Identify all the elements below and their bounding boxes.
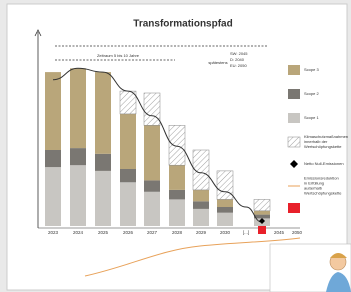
annotation: Zeitraum 5 bis 10 Jahre (97, 53, 140, 58)
bar-segment (144, 93, 160, 125)
bar-segment (120, 182, 136, 226)
bar-segment (217, 207, 233, 213)
bar-segment (120, 91, 136, 114)
bar-segment (95, 171, 111, 226)
bar-segment (45, 150, 61, 167)
bar-segment (120, 114, 136, 169)
bar-segment (70, 148, 86, 165)
x-tick-label: 2050 (292, 230, 303, 235)
annotation: spätestens (208, 60, 227, 65)
legend-label: Scope 1 (304, 115, 319, 120)
bar-segment (217, 171, 233, 200)
target-marker (258, 226, 266, 234)
bar-segment (70, 68, 86, 148)
bar-segment (193, 190, 209, 201)
bar-segment (193, 201, 209, 209)
legend-swatch (288, 137, 300, 147)
x-tick-label: 2025 (98, 230, 109, 235)
legend-label: Scope 2 (304, 91, 319, 96)
bar-segment (254, 211, 270, 215)
bar-segment (45, 167, 61, 226)
x-tick-label: 2045 (274, 230, 285, 235)
annotation: EU: 2050 (230, 63, 247, 68)
legend-swatch (288, 113, 300, 123)
annotation: D: 2040 (230, 57, 245, 62)
x-tick-label: 2024 (73, 230, 84, 235)
legend-swatch (288, 89, 300, 99)
bar-segment (193, 209, 209, 226)
bar-segment (70, 165, 86, 226)
bar-segment (45, 72, 61, 150)
bar-segment (169, 125, 185, 165)
bar-segment (144, 125, 160, 180)
bar-segment (144, 180, 160, 191)
x-tick-label: 2026 (123, 230, 134, 235)
legend-label: Scope 3 (304, 67, 319, 72)
legend-label: Netto Null-Emissionen (304, 161, 344, 166)
bar-segment (120, 169, 136, 182)
bar-segment (217, 199, 233, 207)
x-tick-label: 2030 (220, 230, 231, 235)
annotation: SW: 2045 (230, 51, 248, 56)
legend-swatch (288, 65, 300, 75)
legend-marker (288, 203, 300, 213)
bar-segment (144, 192, 160, 226)
x-tick-label: 2029 (196, 230, 207, 235)
bar-segment (217, 213, 233, 226)
bar-segment (95, 154, 111, 171)
bar-segment (169, 199, 185, 226)
x-tick-label: 2027 (147, 230, 158, 235)
bar-segment (95, 72, 111, 154)
x-tick-label: 2023 (48, 230, 59, 235)
bar-segment (169, 190, 185, 200)
x-tick-label: [...] (243, 230, 249, 235)
x-tick-label: 2028 (172, 230, 183, 235)
chart-title: Transformationspfad (133, 19, 232, 30)
bar-segment (169, 165, 185, 190)
chart: Transformationspfad Zeitraum 5 bis 10 Ja… (0, 0, 351, 292)
bar-segment (254, 199, 270, 210)
